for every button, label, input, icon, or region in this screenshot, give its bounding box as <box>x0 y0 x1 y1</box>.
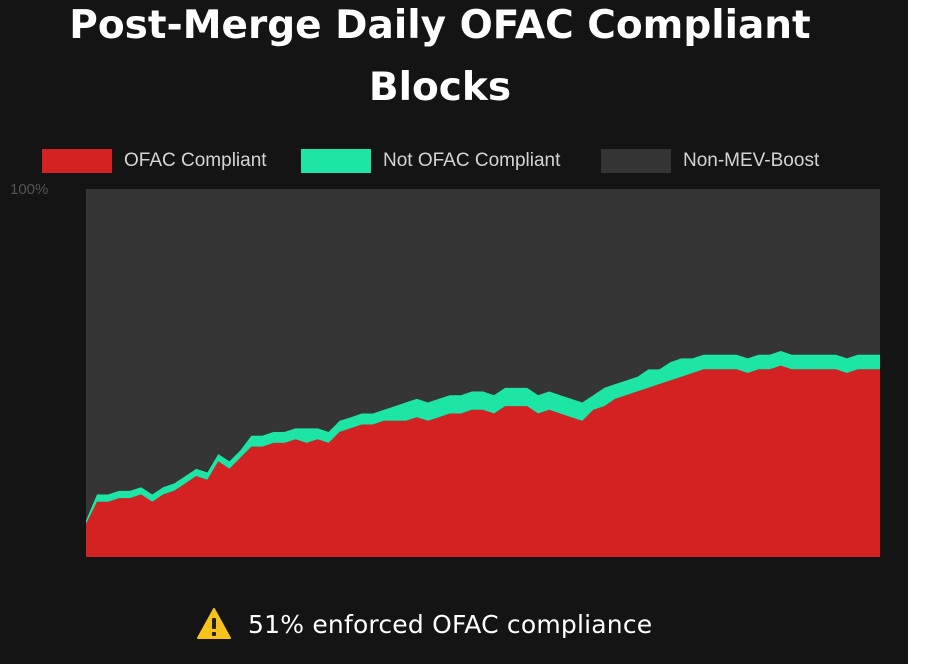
right-edge-strip <box>908 0 940 664</box>
legend-swatch-not-ofac-compliant <box>301 149 371 173</box>
warning-icon <box>196 606 232 642</box>
y-tick-label-100: 100% <box>10 181 49 198</box>
legend-swatch-non-mev-boost <box>601 149 671 173</box>
area-ofac-compliant <box>86 365 880 557</box>
legend-label-ofac-compliant: OFAC Compliant <box>124 150 267 171</box>
area-not-ofac-compliant <box>86 350 880 524</box>
legend-item-ofac-compliant: OFAC Compliant <box>42 147 267 175</box>
legend-swatch-ofac-compliant <box>42 149 112 173</box>
legend-label-non-mev-boost: Non-MEV-Boost <box>683 150 820 171</box>
legend-label-not-ofac-compliant: Not OFAC Compliant <box>383 150 561 171</box>
footer-text: 51% enforced OFAC compliance <box>248 609 653 639</box>
legend-item-not-ofac-compliant: Not OFAC Compliant <box>301 147 560 175</box>
chart-title-line-1: Post-Merge Daily OFAC Compliant <box>69 3 811 48</box>
footer-note: 51% enforced OFAC compliance <box>196 604 652 644</box>
chart-title-line-2: Blocks <box>368 65 512 110</box>
area-non-mev-boost <box>86 189 880 521</box>
legend-item-non-mev-boost: Non-MEV-Boost <box>601 147 819 175</box>
